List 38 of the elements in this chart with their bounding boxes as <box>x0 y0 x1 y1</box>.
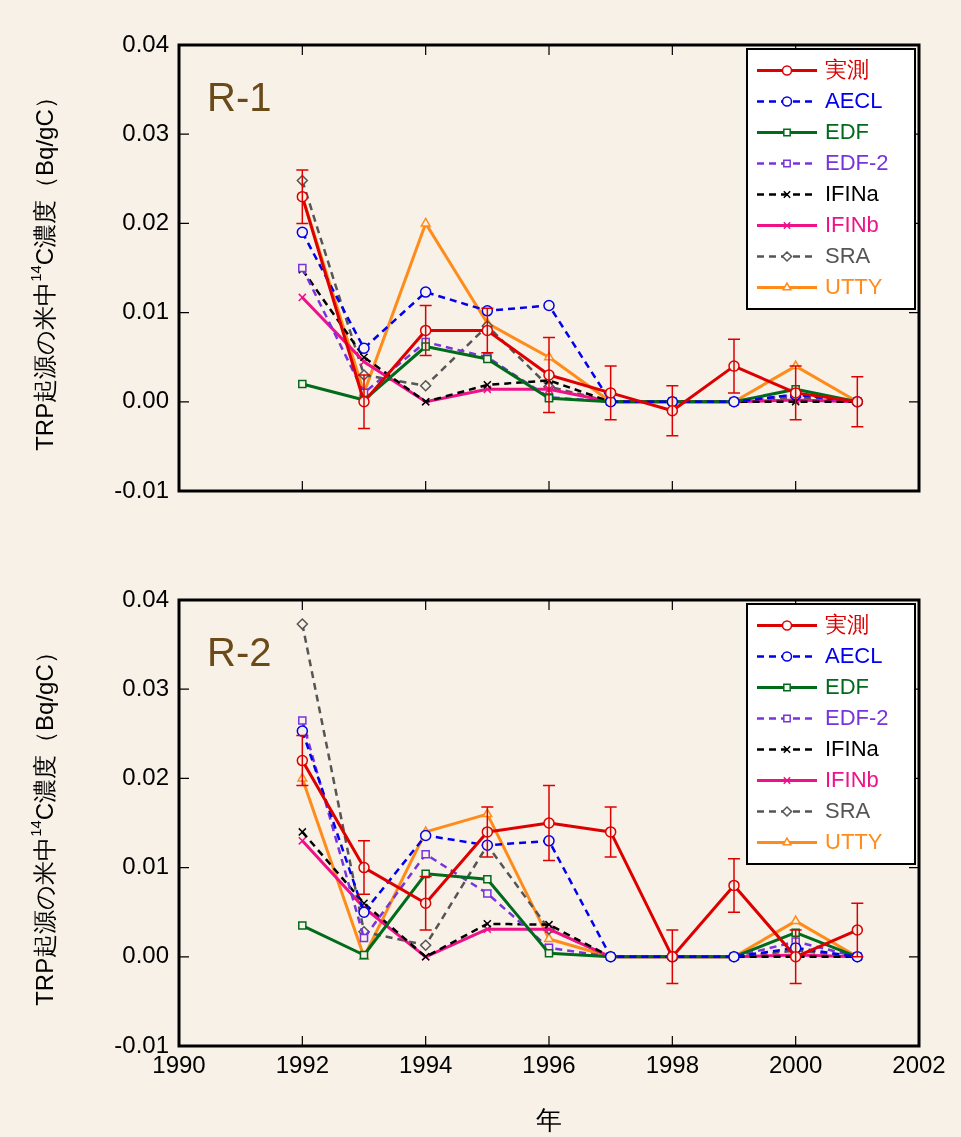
x-tick-label: 1996 <box>522 1051 576 1079</box>
legend-label: EDF-2 <box>825 704 889 730</box>
y-tick-label: 0.02 <box>122 208 169 236</box>
y-tick-label: 0.00 <box>122 941 169 969</box>
legend-label: IFINa <box>825 735 880 761</box>
legend-label: UTTY <box>825 828 883 854</box>
y-tick-label: -0.01 <box>114 475 169 503</box>
y-axis-title: TRP起源の米中14C濃度（Bq/gC） <box>27 85 58 451</box>
y-tick-label: 0.04 <box>122 584 169 612</box>
annotation: R-2 <box>207 630 272 674</box>
legend-label: EDF-2 <box>825 149 889 175</box>
y-tick-label: 0.03 <box>122 673 169 701</box>
legend-label: 実測 <box>825 56 869 82</box>
legend-label: SRA <box>825 797 871 823</box>
legend-label: EDF <box>825 118 869 144</box>
legend-label: AECL <box>825 87 883 113</box>
x-tick-label: 1992 <box>275 1051 330 1079</box>
legend-label: SRA <box>825 242 871 268</box>
y-tick-label: 0.04 <box>122 29 169 57</box>
x-axis-title: 年 <box>536 1104 562 1135</box>
legend-label: IFINb <box>825 766 879 792</box>
x-tick-label: 1998 <box>645 1051 700 1079</box>
legend-label: 実測 <box>825 611 869 637</box>
legend-label: EDF <box>825 673 869 699</box>
annotation: R-1 <box>207 75 272 119</box>
legend-label: UTTY <box>825 273 883 299</box>
y-tick-label: 0.02 <box>122 763 169 791</box>
y-axis-title: TRP起源の米中14C濃度（Bq/gC） <box>27 640 58 1006</box>
legend-label: AECL <box>825 642 883 668</box>
x-tick-label: 1994 <box>398 1051 453 1079</box>
y-tick-label: 0.00 <box>122 386 169 414</box>
y-tick-label: 0.03 <box>122 118 169 146</box>
legend-label: IFINa <box>825 180 880 206</box>
legend-label: IFINb <box>825 211 879 237</box>
y-tick-label: 0.01 <box>122 852 169 880</box>
x-tick-label: 2002 <box>892 1051 946 1079</box>
x-tick-label: 2000 <box>768 1051 823 1079</box>
y-tick-label: 0.01 <box>122 297 169 325</box>
